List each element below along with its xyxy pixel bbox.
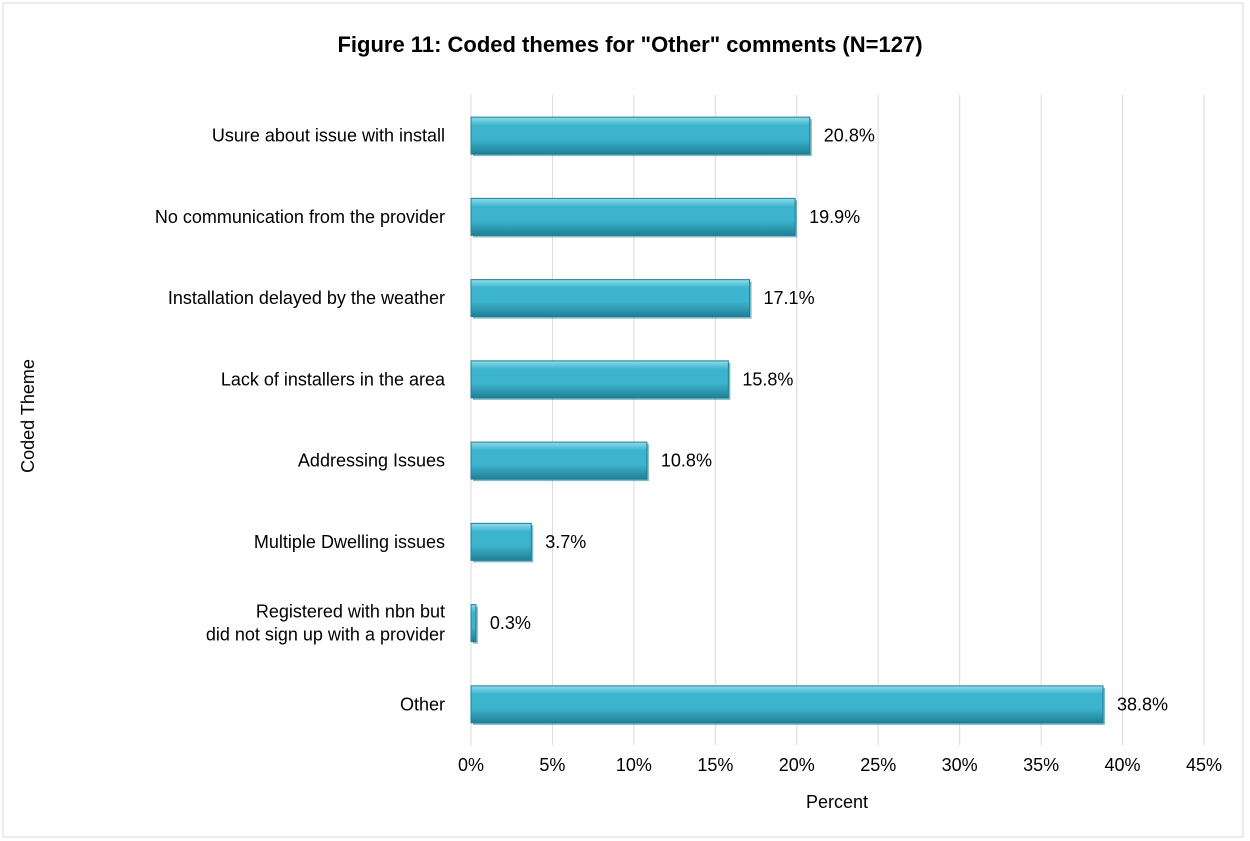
category-label-line: No communication from the provider [155,207,445,227]
category-labels: Usure about issue with install No communi… [155,126,446,715]
x-tick-label: 25% [860,755,896,775]
bars: 20.8% 19.9% 17.1% 15.8% 10.8% 3.7% 0.3% 38.8% [470,116,1168,725]
bar [470,197,796,236]
bar [470,604,477,643]
category-label-line: Usure about issue with install [212,126,445,146]
x-tick-label: 0% [458,755,484,775]
y-axis-label: Coded Theme [18,359,38,473]
x-tick-label: 35% [1023,755,1059,775]
data-label: 20.8% [824,126,875,146]
category-label: Addressing Issues [298,451,445,471]
x-axis-label: Percent [806,792,868,812]
bar [470,360,729,399]
category-label: Registered with nbn but did not sign up w… [206,602,445,645]
x-tick-label: 20% [779,755,815,775]
category-label-line: Installation delayed by the weather [168,288,445,308]
category-label-line: Registered with nbn but [256,602,445,622]
data-label: 10.8% [661,451,712,471]
category-label: Installation delayed by the weather [168,288,445,308]
bar [470,116,811,155]
bar [470,522,532,561]
category-label: Usure about issue with install [212,126,445,146]
category-label: Other [400,694,445,714]
category-label-line: Addressing Issues [298,451,445,471]
category-label: Multiple Dwelling issues [254,532,445,552]
x-tick-label: 10% [616,755,652,775]
x-tick-label: 45% [1186,755,1222,775]
category-label: Lack of installers in the area [221,369,446,389]
x-tick-labels: 0% 5% 10% 15% 20% 25% 30% 35% 40% 45% [458,755,1222,775]
x-tick-label: 15% [697,755,733,775]
data-label: 38.8% [1117,694,1168,714]
bar [470,685,1104,724]
category-label-line: Other [400,694,445,714]
category-label: No communication from the provider [155,207,445,227]
data-label: 17.1% [764,288,815,308]
category-label-line: Lack of installers in the area [221,369,446,389]
data-label: 3.7% [545,532,586,552]
x-tick-label: 30% [942,755,978,775]
bar [470,441,648,480]
bar [470,279,751,318]
category-label-line: did not sign up with a provider [206,625,445,645]
x-tick-label: 40% [1105,755,1141,775]
data-label: 0.3% [490,613,531,633]
chart-title: Figure 11: Coded themes for "Other" comm… [337,32,922,57]
data-label: 19.9% [809,207,860,227]
data-label: 15.8% [742,369,793,389]
category-label-line: Multiple Dwelling issues [254,532,445,552]
x-tick-label: 5% [539,755,565,775]
